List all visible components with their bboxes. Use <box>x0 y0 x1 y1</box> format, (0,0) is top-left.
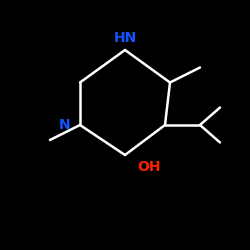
Text: HN: HN <box>114 31 136 45</box>
Text: N: N <box>58 118 70 132</box>
Text: OH: OH <box>138 160 161 174</box>
